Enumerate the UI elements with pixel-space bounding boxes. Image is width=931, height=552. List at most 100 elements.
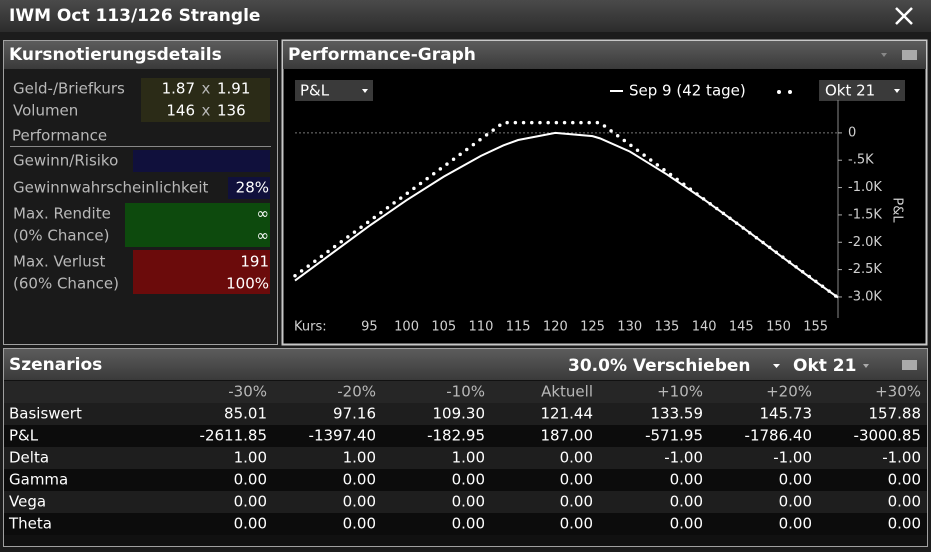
- cell: -1397.40: [309, 427, 376, 445]
- row-label: P&L: [9, 427, 39, 445]
- window-title: IWM Oct 113/126 Strangle: [9, 6, 260, 26]
- value-box: [133, 250, 270, 294]
- cell: -1.00: [773, 449, 812, 467]
- y-tick-label: -2.5K: [848, 262, 882, 277]
- cell: 0.00: [779, 515, 812, 533]
- cell: -2611.85: [200, 427, 267, 445]
- field-value: 100%: [226, 275, 269, 293]
- field-label: Max. Rendite: [13, 205, 111, 223]
- field-value: ∞: [257, 227, 270, 245]
- close-button[interactable]: [895, 7, 913, 25]
- cell: -1.00: [882, 449, 921, 467]
- title-bar: [0, 0, 931, 32]
- y-tick-label: -.5K: [848, 153, 874, 168]
- cell: 0.00: [888, 515, 921, 533]
- cell: 145.73: [760, 405, 813, 423]
- field-label: Max. Verlust: [13, 253, 106, 271]
- panel-title: Szenarios: [9, 355, 102, 375]
- cell: 121.44: [541, 405, 594, 423]
- table-row: [4, 425, 927, 447]
- cell: 0.00: [234, 493, 267, 511]
- cell: 109.30: [433, 405, 486, 423]
- value-box: [125, 203, 270, 247]
- menu-arrow: [894, 89, 900, 93]
- field-value: 1.87: [162, 80, 195, 98]
- table-row: [4, 447, 927, 469]
- detach-icon[interactable]: [902, 50, 917, 60]
- field-value: 28%: [236, 179, 269, 197]
- column-header: -20%: [337, 383, 376, 401]
- x-tick-label: 105: [431, 320, 456, 335]
- field-label: Gewinn/Risiko: [13, 152, 118, 170]
- x-tick-label: 110: [469, 320, 494, 335]
- cell: 0.00: [234, 515, 267, 533]
- cell: -1786.40: [745, 427, 812, 445]
- table-header-row: [4, 381, 927, 403]
- menu-arrow: [863, 364, 869, 368]
- cell: 0.00: [560, 449, 593, 467]
- x-tick-label: 115: [506, 320, 531, 335]
- menu-arrow: [362, 89, 368, 93]
- cell: 0.00: [888, 493, 921, 511]
- cell: 0.00: [779, 493, 812, 511]
- field-label: Geld-/Briefkurs: [13, 80, 125, 98]
- column-header: +30%: [875, 383, 921, 401]
- field-value: 1.91: [217, 80, 250, 98]
- field-value: ∞: [257, 205, 270, 223]
- cell: 133.59: [651, 405, 704, 423]
- x-tick-label: 95: [361, 320, 378, 335]
- metric-dropdown-label: P&L: [300, 82, 330, 100]
- metric-dropdown[interactable]: [295, 80, 373, 101]
- y-tick-label: -1.5K: [848, 207, 882, 222]
- series-line: [294, 131, 839, 299]
- cell: 157.88: [869, 405, 922, 423]
- row-label: Gamma: [9, 471, 68, 489]
- table-row: [4, 491, 927, 513]
- cell: 0.00: [452, 493, 485, 511]
- cell: 0.00: [670, 515, 703, 533]
- x-tick-label: 125: [580, 320, 605, 335]
- table-row: [4, 403, 927, 425]
- menu-arrow: [773, 364, 780, 368]
- x-tick-label: 100: [394, 320, 419, 335]
- column-header: +20%: [766, 383, 812, 401]
- cell: 0.00: [888, 471, 921, 489]
- panel-header: [4, 41, 277, 69]
- x-tick-label: 140: [692, 320, 717, 335]
- y-tick-label: -3.0K: [848, 289, 882, 304]
- detach-icon[interactable]: [902, 360, 917, 370]
- expiry-dropdown[interactable]: Okt 21: [793, 356, 856, 376]
- x-tick-label: 130: [617, 320, 642, 335]
- x-axis-label: Kurs:: [294, 320, 327, 335]
- legend-label: Sep 9 (42 tage): [629, 82, 746, 100]
- cell: 0.00: [343, 493, 376, 511]
- y-tick-label: -2.0K: [848, 235, 882, 250]
- value-box: [141, 78, 270, 122]
- field-label: Volumen: [13, 102, 78, 120]
- field-label: (0% Chance): [13, 227, 109, 245]
- cell: 1.00: [234, 449, 267, 467]
- row-label: Delta: [9, 449, 49, 467]
- cell: -571.95: [645, 427, 703, 445]
- y-tick-label: 0: [848, 125, 856, 140]
- row-label: Theta: [8, 515, 52, 533]
- field-value: 136: [217, 102, 246, 120]
- cell: 85.01: [224, 405, 267, 423]
- series-dropdown[interactable]: [819, 80, 905, 101]
- field-label: Gewinnwahrscheinlichkeit: [13, 179, 209, 197]
- field-value: 146: [166, 102, 195, 120]
- panel-header: [4, 349, 927, 380]
- field-value: 191: [240, 253, 269, 271]
- y-tick-label: -1.0K: [848, 180, 882, 195]
- cell: 1.00: [452, 449, 485, 467]
- cell: 97.16: [333, 405, 376, 423]
- shift-dropdown[interactable]: 30.0% Verschieben: [568, 356, 751, 376]
- cell: 0.00: [560, 493, 593, 511]
- separator: x: [202, 102, 211, 120]
- menu-arrow[interactable]: [881, 53, 887, 57]
- x-tick-label: 145: [729, 320, 754, 335]
- cell: 0.00: [343, 471, 376, 489]
- cell: -3000.85: [854, 427, 921, 445]
- table-row: [4, 469, 927, 491]
